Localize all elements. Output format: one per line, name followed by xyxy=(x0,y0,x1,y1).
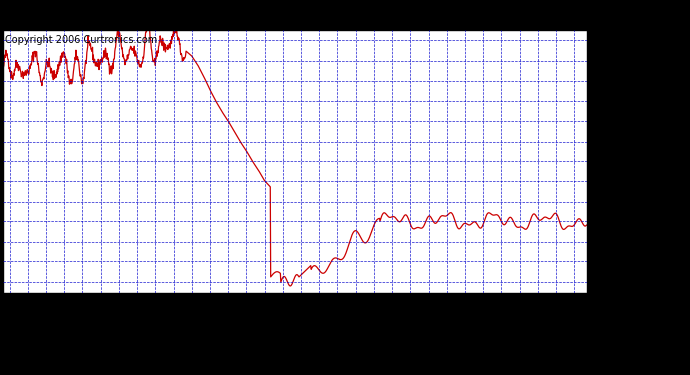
Text: Barometric Pressure per Minute (Last 24 Hours) Tue Apr 11 00:00: Barometric Pressure per Minute (Last 24 … xyxy=(63,13,627,28)
Text: Copyright 2006 Curtronics.com: Copyright 2006 Curtronics.com xyxy=(5,35,157,45)
